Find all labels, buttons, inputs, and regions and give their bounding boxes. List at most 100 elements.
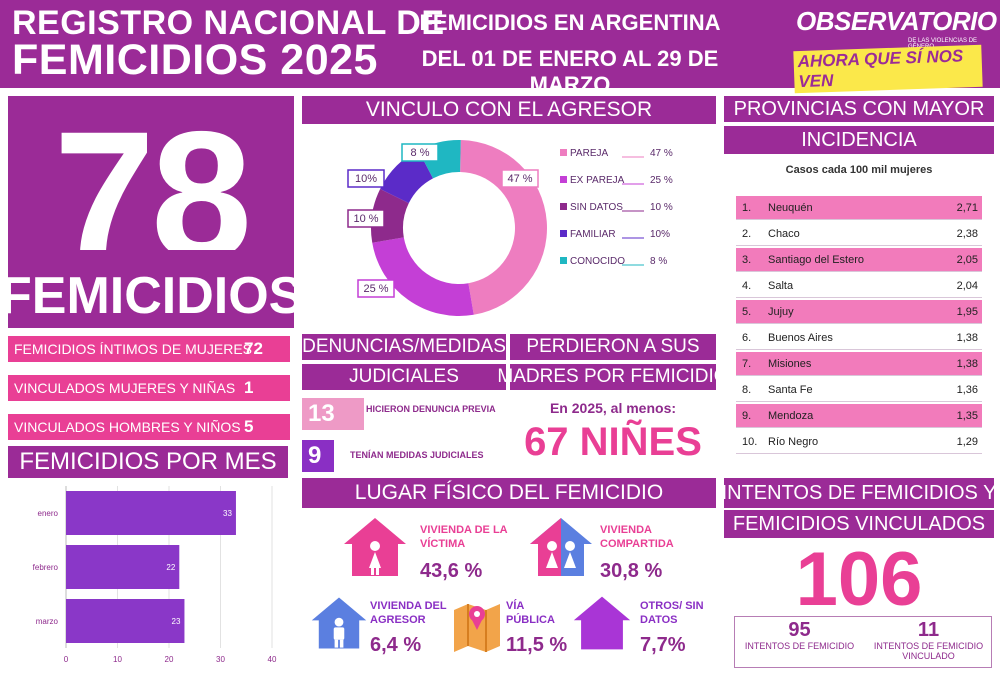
- donut-slice: [372, 237, 474, 316]
- house-couple-icon: [530, 518, 592, 576]
- province-name: Buenos Aires: [768, 331, 833, 344]
- donut-slice: [460, 140, 548, 315]
- month-label: enero: [38, 509, 59, 518]
- page-title-line1: REGISTRO NACIONAL DE: [12, 4, 445, 42]
- province-rank: 6.: [742, 331, 752, 344]
- lugar-victima-label: VIVIENDA DE LA VÍCTIMA: [420, 524, 508, 550]
- province-row: 7. Misiones 1,38: [736, 352, 982, 376]
- legend-value: 10 %: [650, 202, 673, 213]
- denuncia-previa-label: HICIERON DENUNCIA PREVIA: [366, 404, 496, 414]
- province-row: 1. Neuquén 2,71: [736, 196, 982, 220]
- province-row: 8. Santa Fe 1,36: [736, 378, 982, 402]
- x-tick-label: 0: [64, 655, 69, 664]
- slice-label-box: [357, 279, 395, 298]
- map-pin-icon: [454, 604, 500, 652]
- lugar-otros-pct: 7,7%: [640, 634, 686, 656]
- total-femicides-label: FEMICIDIOS: [0, 267, 304, 325]
- lugar-compartida-label: VIVIENDA COMPARTIDA: [600, 524, 674, 550]
- page-subtitle-line1: FEMICIDIOS EN ARGENTINA: [419, 10, 721, 35]
- province-rank: 9.: [742, 409, 752, 422]
- province-value: 1,38: [956, 331, 978, 344]
- province-rank: 4.: [742, 279, 752, 292]
- province-name: Río Negro: [768, 435, 819, 448]
- province-value: 2,05: [956, 253, 978, 266]
- intentos-title-line2: FEMICIDIOS VINCULADOS: [724, 510, 994, 538]
- lugar-victima-pct: 43,6 %: [420, 560, 483, 582]
- category-label: VINCULADOS HOMBRES Y NIÑOS: [14, 419, 241, 435]
- province-row: 6. Buenos Aires 1,38: [736, 326, 982, 350]
- province-rank: 7.: [742, 357, 752, 370]
- province-row: 2. Chaco 2,38: [736, 222, 982, 246]
- legend-label: CONOCIDO: [570, 256, 625, 267]
- province-row: 4. Salta 2,04: [736, 274, 982, 298]
- province-value: 1,95: [956, 305, 978, 318]
- province-name: Misiones: [768, 357, 812, 370]
- legend-value: 25 %: [650, 175, 673, 186]
- legend-label: FAMILIAR: [570, 229, 616, 240]
- provincias-title-line1: PROVINCIAS CON MAYOR: [724, 96, 994, 122]
- x-tick-label: 10: [113, 655, 122, 664]
- provincias-subtitle: Casos cada 100 mil mujeres: [785, 164, 933, 176]
- legend-swatch: [560, 230, 567, 237]
- province-name: Chaco: [768, 227, 800, 240]
- legend-value: 47 %: [650, 148, 673, 159]
- slice-label-box: [347, 209, 385, 228]
- lugar-agresor-label: VIVIENDA DEL AGRESOR: [370, 600, 447, 626]
- denuncias-title-line1: DENUNCIAS/MEDIDAS: [302, 334, 506, 360]
- house-woman-icon: [344, 518, 406, 576]
- province-row: 5. Jujuy 1,95: [736, 300, 982, 324]
- total-label-box: [8, 250, 294, 328]
- slice-label: 10%: [355, 173, 377, 185]
- category-row-vinculados-hombres: VINCULADOS HOMBRES Y NIÑOS 5: [8, 414, 290, 440]
- denuncia-previa-bar: 13: [302, 398, 364, 430]
- slice-label: 47 %: [507, 173, 532, 185]
- legend-value: 8 %: [650, 256, 667, 267]
- month-bar: [66, 491, 236, 535]
- category-row-intimos: FEMICIDIOS ÍNTIMOS DE MUJERES 72: [8, 336, 290, 362]
- legend-swatch: [560, 203, 567, 210]
- provincias-title-line2: INCIDENCIA: [724, 126, 994, 154]
- intentos-title-line1: INTENTOS DE FEMICIDIOS Y: [722, 478, 996, 508]
- vinculo-title: VINCULO CON EL AGRESOR: [302, 96, 716, 124]
- category-label: VINCULADOS MUJERES Y NIÑAS: [14, 380, 236, 396]
- month-data-label: 22: [166, 563, 175, 572]
- slice-label: 10 %: [353, 213, 378, 225]
- province-name: Salta: [768, 279, 794, 292]
- legend-label: SIN DATOS: [570, 202, 623, 213]
- madres-title-line2: MADRES POR FEMICIDIO: [497, 364, 729, 390]
- logo-tagline: AHORA QUE SÍ NOS VEN: [793, 44, 983, 94]
- legend-label: EX PAREJA: [570, 175, 625, 186]
- denuncias-title-line2: JUDICIALES: [302, 364, 506, 390]
- category-row-vinculados-mujeres: VINCULADOS MUJERES Y NIÑAS 1: [8, 375, 290, 401]
- x-tick-label: 40: [268, 655, 277, 664]
- province-value: 1,35: [956, 409, 978, 422]
- months-chart-title: FEMICIDIOS POR MES: [8, 446, 288, 478]
- province-name: Santiago del Estero: [768, 253, 865, 266]
- header-banner: REGISTRO NACIONAL DE FEMICIDIOS 2025 FEM…: [0, 0, 1000, 97]
- lugar-agresor-pct: 6,4 %: [370, 634, 422, 656]
- slice-label-box: [347, 169, 385, 188]
- slice-label: 25 %: [363, 283, 388, 295]
- intentos-femicidio-number: 95: [788, 619, 811, 641]
- month-data-label: 33: [223, 509, 232, 518]
- month-bar: [66, 599, 185, 643]
- x-tick-label: 30: [216, 655, 225, 664]
- legend-swatch: [560, 149, 567, 156]
- medidas-judiciales-label: TENÍAN MEDIDAS JUDICIALES: [350, 450, 484, 460]
- province-value: 2,38: [956, 227, 978, 240]
- slice-label-box: [501, 169, 539, 188]
- province-rank: 10.: [742, 435, 758, 448]
- madres-number: 67 NIÑES: [524, 420, 702, 464]
- lugar-title: LUGAR FÍSICO DEL FEMICIDIO: [302, 478, 716, 508]
- province-rank: 8.: [742, 383, 752, 396]
- intentos-col-femicidio: 95 INTENTOS DE FEMICIDIO: [735, 619, 864, 652]
- province-name: Neuquén: [768, 201, 813, 214]
- province-value: 2,71: [956, 201, 978, 214]
- months-bar-chart: 0 10 20 30 40 enero 33 febrero 22 marzo 23: [33, 486, 277, 664]
- month-label: marzo: [36, 617, 59, 626]
- category-value: 72: [244, 339, 263, 358]
- province-value: 1,29: [956, 435, 978, 448]
- house-man-icon: [311, 597, 367, 649]
- logo-title: OBSERVATORIO: [796, 6, 997, 36]
- intentos-total-number: 106: [795, 537, 923, 622]
